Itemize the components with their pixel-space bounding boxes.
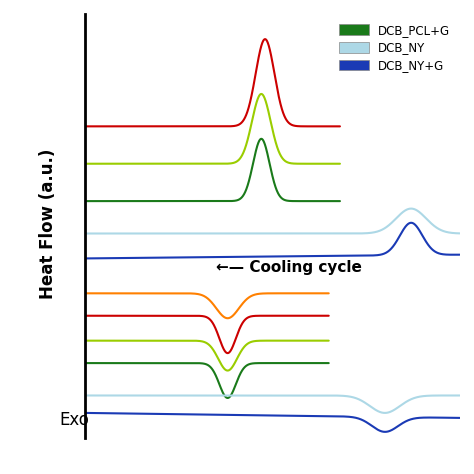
Legend: DCB_PCL+G, DCB_NY, DCB_NY+G: DCB_PCL+G, DCB_NY, DCB_NY+G: [336, 20, 454, 76]
Text: Heat Flow (a.u.): Heat Flow (a.u.): [39, 148, 57, 299]
Text: ←— Cooling cycle: ←— Cooling cycle: [216, 260, 362, 274]
Text: Exo: Exo: [59, 411, 89, 429]
